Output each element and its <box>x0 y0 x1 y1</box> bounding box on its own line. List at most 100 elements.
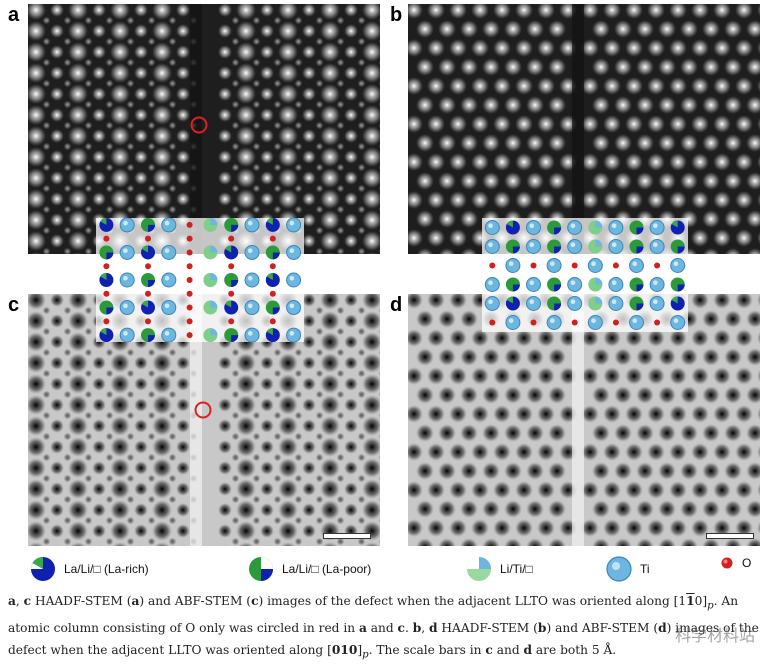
ti-atom-icon <box>670 315 686 330</box>
o-atom-icon <box>186 249 193 256</box>
o-atom-icon <box>145 290 151 297</box>
scale-bar-c <box>323 533 371 539</box>
la-rich-atom-icon <box>99 272 114 287</box>
legend-label-la-poor: La/Li/□ (La-poor) <box>282 562 372 576</box>
la-poor-atom-icon <box>629 277 644 292</box>
ti-atom-icon <box>649 277 665 292</box>
la-poor-atom-icon <box>629 296 644 311</box>
o-atom-icon <box>186 318 193 325</box>
ti-atom-icon <box>119 327 135 343</box>
legend-label-o: O <box>742 556 752 570</box>
la-rich-atom-icon <box>265 272 280 287</box>
panel-label-c: c <box>8 294 20 316</box>
o-atom-icon <box>186 235 193 242</box>
ti-atom-icon <box>244 217 260 233</box>
scale-bar-d <box>706 533 754 539</box>
la-poor-atom-icon <box>547 277 562 292</box>
la-poor-atom-icon <box>141 217 155 232</box>
o-atom-icon <box>269 235 276 242</box>
o-atom-icon <box>571 319 578 326</box>
o-atom-icon <box>145 263 151 270</box>
o-atom-icon <box>145 235 151 242</box>
ti-atom-icon <box>629 315 644 330</box>
ti-atom-icon <box>606 556 632 582</box>
la-rich-atom-icon <box>505 220 520 235</box>
la-poor-atom-icon <box>141 273 155 287</box>
la-poor-atom-icon <box>265 245 280 260</box>
ti-atom-icon <box>286 244 302 260</box>
li-ti-atom-icon <box>588 296 603 311</box>
o-atom-icon <box>103 235 110 242</box>
figure-caption: a, c HAADF-STEM (a) and ABF-STEM (c) ima… <box>8 590 760 667</box>
la-poor-atom-icon <box>505 277 520 292</box>
ti-atom-icon <box>587 258 603 273</box>
la-rich-atom-icon <box>670 220 685 235</box>
la-poor-atom-icon <box>629 220 644 235</box>
li-ti-atom-icon <box>588 277 603 292</box>
o-atom-icon <box>269 318 276 325</box>
la-poor-atom-icon <box>670 239 685 254</box>
ti-atom-icon <box>244 327 260 343</box>
la-poor-atom-icon <box>141 328 155 343</box>
ti-atom-icon <box>587 315 603 330</box>
ti-atom-icon <box>608 220 624 235</box>
o-atom-icon <box>186 332 193 339</box>
panel-label-b: b <box>390 4 403 26</box>
ti-atom-icon <box>244 272 260 288</box>
panel-b-haadf-image <box>408 4 760 254</box>
la-rich-atom-icon <box>99 328 114 343</box>
la-rich-atom-icon <box>141 245 155 260</box>
la-poor-atom-icon <box>99 300 114 315</box>
ti-atom-icon <box>526 239 541 254</box>
legend-item-o: O <box>720 556 751 570</box>
ti-atom-icon <box>161 272 177 288</box>
o-column-circle-a <box>190 116 208 134</box>
ti-atom-icon <box>567 220 583 235</box>
la-poor-atom-icon <box>224 273 239 287</box>
panel-d-abf-image <box>408 294 760 546</box>
la-poor-atom-icon <box>265 300 280 315</box>
o-atom-icon <box>145 318 151 325</box>
legend-label-la-rich: La/Li/□ (La-rich) <box>64 562 149 576</box>
li-ti-atom-icon <box>203 328 218 343</box>
ti-atom-icon <box>161 300 177 316</box>
la-rich-atom-icon <box>505 296 520 311</box>
ti-atom-icon <box>484 239 500 254</box>
ti-atom-icon <box>244 300 260 316</box>
ti-atom-icon <box>526 296 541 311</box>
caption-line-1: a, c HAADF-STEM (a) and ABF-STEM (c) ima… <box>8 594 739 612</box>
ti-atom-icon <box>286 272 302 288</box>
ti-atom-icon <box>286 300 302 316</box>
ti-atom-icon <box>484 277 500 292</box>
la-poor-atom-icon <box>505 239 520 254</box>
la-poor-atom-icon <box>224 328 239 343</box>
la-poor-atom-icon <box>547 220 562 235</box>
la-poor-atom-icon <box>547 296 562 311</box>
la-rich-atom-icon <box>265 328 280 343</box>
o-atom-icon <box>228 263 235 270</box>
legend-item-la-rich: La/Li/□ (La-rich) <box>30 556 149 582</box>
la-rich-atom-icon <box>224 300 239 315</box>
o-atom-icon <box>530 319 537 326</box>
ti-atom-icon <box>119 244 135 260</box>
li-ti-atom-icon <box>203 245 218 260</box>
o-atom-icon <box>571 262 578 269</box>
legend-label-li-ti: Li/Ti/□ <box>500 562 533 576</box>
ti-atom-icon <box>505 315 521 330</box>
o-atom-icon <box>103 318 110 325</box>
ti-atom-icon <box>161 327 177 343</box>
ti-atom-icon <box>608 277 624 292</box>
o-atom-icon <box>489 319 496 326</box>
la-rich-atom-icon <box>224 245 239 260</box>
ti-atom-icon <box>608 296 624 311</box>
la-rich-atom-icon <box>670 296 685 311</box>
o-atom-icon <box>612 262 619 269</box>
ti-atom-icon <box>526 220 541 235</box>
o-atom-icon <box>228 290 235 297</box>
ti-atom-icon <box>629 258 644 273</box>
li-ti-atom-icon <box>588 239 603 254</box>
o-atom-icon <box>489 262 496 269</box>
ti-atom-icon <box>608 239 624 254</box>
ti-atom-icon <box>505 258 521 273</box>
ti-atom-icon <box>649 220 665 235</box>
